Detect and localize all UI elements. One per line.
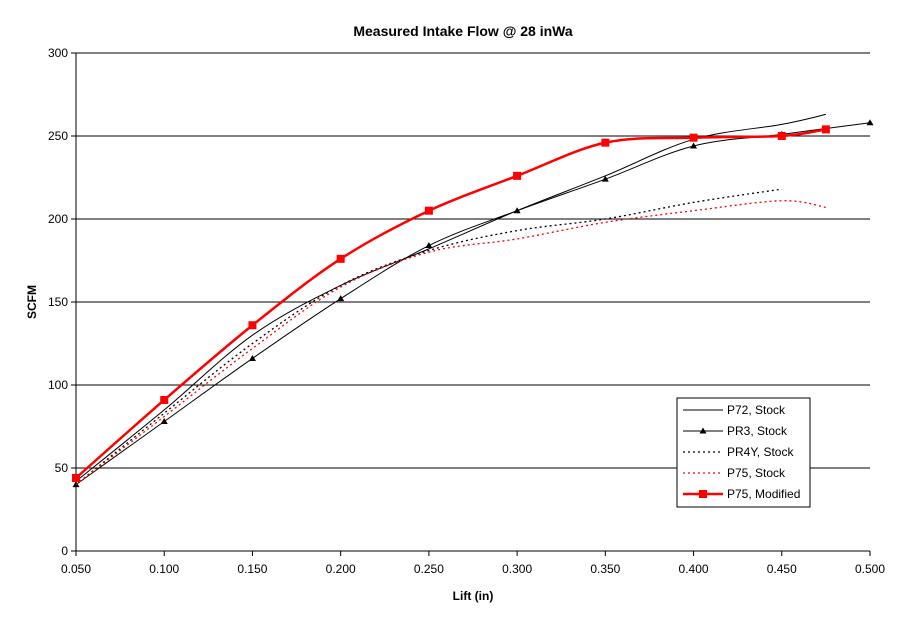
data-point [601, 175, 609, 182]
data-point [513, 171, 522, 180]
data-point [425, 242, 433, 249]
data-point [777, 132, 786, 140]
x-tick-label: 0.350 [590, 562, 620, 576]
legend-label: P75, Stock [727, 466, 786, 480]
x-tick-label: 0.300 [502, 562, 532, 576]
data-point [821, 125, 830, 134]
data-point [248, 321, 257, 330]
legend-marker [699, 490, 707, 498]
y-tick-label: 200 [48, 212, 68, 226]
legend-marker [699, 427, 707, 434]
x-tick-label: 0.250 [414, 562, 444, 576]
data-point [866, 119, 874, 126]
series-line [75, 122, 871, 486]
legend-label: PR4Y, Stock [727, 445, 794, 459]
data-point [337, 295, 345, 302]
data-point [513, 207, 521, 214]
series-p75-modified [72, 125, 830, 482]
legend-label: P75, Modified [727, 487, 800, 501]
series-p75-stock [75, 200, 826, 486]
y-tick-label: 50 [55, 461, 69, 475]
data-point [248, 354, 256, 361]
series-line [75, 188, 782, 486]
x-tick-label: 0.100 [149, 562, 179, 576]
chart-title: Measured Intake Flow @ 28 inWa [353, 23, 573, 39]
y-tick-label: 150 [48, 295, 68, 309]
data-point [689, 133, 698, 142]
data-point [160, 418, 168, 425]
data-point [424, 206, 433, 215]
x-tick-label: 0.500 [855, 562, 885, 576]
data-point [336, 254, 345, 263]
x-tick-label: 0.150 [237, 562, 267, 576]
y-tick-label: 100 [48, 378, 68, 392]
x-tick-label: 0.200 [326, 562, 356, 576]
y-axis-label: SCFM [25, 285, 39, 319]
x-tick-label: 0.050 [61, 562, 91, 576]
legend-label: P72, Stock [727, 403, 786, 417]
data-point [690, 142, 698, 149]
series-pr4y-stock [75, 188, 782, 486]
series-line [75, 200, 826, 486]
series-pr3-stock [72, 119, 874, 488]
series-line [75, 113, 826, 482]
x-axis-label: Lift (in) [453, 589, 494, 603]
legend-label: PR3, Stock [727, 424, 788, 438]
series-p72-stock [75, 113, 826, 482]
y-tick-label: 250 [48, 129, 68, 143]
y-tick-label: 0 [61, 544, 68, 558]
series-line [75, 128, 827, 479]
data-point [160, 395, 169, 404]
x-tick-label: 0.450 [767, 562, 797, 576]
x-tick-label: 0.400 [679, 562, 709, 576]
data-point [601, 138, 610, 147]
data-point [72, 473, 80, 482]
y-tick-label: 300 [48, 46, 68, 60]
